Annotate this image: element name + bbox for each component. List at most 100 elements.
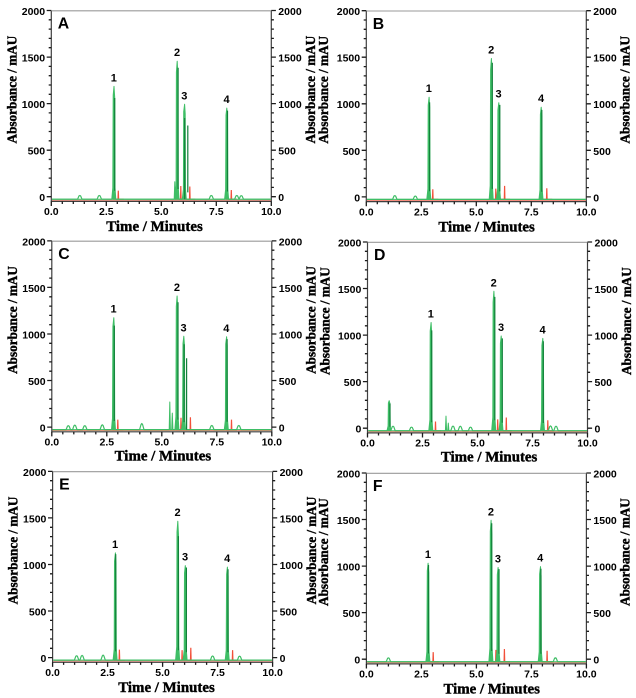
svg-text:3: 3 bbox=[181, 322, 187, 334]
svg-text:2: 2 bbox=[175, 507, 181, 519]
svg-text:1000: 1000 bbox=[593, 562, 617, 574]
svg-text:1000: 1000 bbox=[279, 329, 303, 341]
svg-text:500: 500 bbox=[279, 376, 297, 388]
svg-text:4: 4 bbox=[538, 93, 545, 105]
svg-text:Absorbance / mAU: Absorbance / mAU bbox=[618, 498, 633, 606]
svg-text:500: 500 bbox=[278, 146, 296, 158]
svg-text:2.5: 2.5 bbox=[415, 438, 430, 450]
svg-text:0: 0 bbox=[279, 423, 285, 435]
svg-text:0.0: 0.0 bbox=[360, 438, 375, 450]
svg-text:5.0: 5.0 bbox=[154, 437, 169, 449]
svg-text:1500: 1500 bbox=[22, 53, 46, 65]
svg-text:4: 4 bbox=[224, 553, 231, 565]
svg-text:Time / Minutes: Time / Minutes bbox=[115, 448, 212, 464]
svg-text:Absorbance / mAU: Absorbance / mAU bbox=[303, 266, 318, 374]
svg-text:500: 500 bbox=[28, 146, 46, 158]
svg-text:3: 3 bbox=[182, 552, 188, 564]
svg-text:7.5: 7.5 bbox=[524, 206, 539, 218]
svg-text:1000: 1000 bbox=[22, 99, 46, 111]
svg-text:Absorbance / mAU: Absorbance / mAU bbox=[303, 35, 318, 143]
svg-text:2: 2 bbox=[174, 282, 180, 294]
svg-text:2000: 2000 bbox=[278, 6, 302, 18]
svg-text:2.5: 2.5 bbox=[414, 669, 429, 681]
svg-text:10.0: 10.0 bbox=[577, 438, 598, 450]
svg-text:1500: 1500 bbox=[279, 283, 303, 295]
svg-text:C: C bbox=[58, 246, 69, 263]
svg-text:10.0: 10.0 bbox=[262, 667, 283, 679]
svg-text:5.0: 5.0 bbox=[470, 438, 485, 450]
svg-text:2000: 2000 bbox=[279, 236, 303, 248]
svg-text:3: 3 bbox=[498, 322, 504, 334]
svg-text:2: 2 bbox=[491, 277, 497, 289]
svg-text:2000: 2000 bbox=[23, 467, 47, 479]
svg-text:500: 500 bbox=[595, 377, 613, 389]
svg-text:0: 0 bbox=[355, 424, 361, 436]
svg-text:0: 0 bbox=[280, 653, 286, 665]
svg-text:0: 0 bbox=[595, 424, 601, 436]
svg-text:0.0: 0.0 bbox=[45, 667, 60, 679]
svg-text:5.0: 5.0 bbox=[154, 206, 169, 218]
svg-text:1500: 1500 bbox=[338, 284, 362, 296]
svg-text:2000: 2000 bbox=[280, 467, 304, 479]
svg-text:D: D bbox=[374, 247, 385, 264]
svg-text:10.0: 10.0 bbox=[262, 437, 283, 449]
svg-text:2.5: 2.5 bbox=[99, 437, 114, 449]
svg-text:500: 500 bbox=[343, 608, 361, 620]
svg-text:0: 0 bbox=[593, 655, 599, 667]
svg-text:1500: 1500 bbox=[595, 284, 619, 296]
svg-text:1000: 1000 bbox=[280, 560, 304, 572]
svg-text:7.5: 7.5 bbox=[525, 438, 540, 450]
svg-text:Absorbance / mAU: Absorbance / mAU bbox=[316, 498, 331, 606]
svg-text:1500: 1500 bbox=[22, 283, 46, 295]
svg-text:1500: 1500 bbox=[278, 53, 302, 65]
svg-text:2000: 2000 bbox=[593, 468, 617, 480]
svg-text:Absorbance / mAU: Absorbance / mAU bbox=[6, 496, 21, 604]
svg-text:0: 0 bbox=[593, 192, 599, 204]
svg-text:1000: 1000 bbox=[337, 99, 361, 111]
svg-text:0.0: 0.0 bbox=[359, 206, 374, 218]
svg-text:Time / Minutes: Time / Minutes bbox=[443, 682, 540, 698]
svg-text:2.5: 2.5 bbox=[100, 667, 115, 679]
svg-text:4: 4 bbox=[539, 324, 546, 336]
svg-text:2000: 2000 bbox=[22, 6, 46, 18]
svg-text:5.0: 5.0 bbox=[469, 206, 484, 218]
svg-text:Time / Minutes: Time / Minutes bbox=[441, 450, 538, 466]
svg-text:7.5: 7.5 bbox=[524, 669, 539, 681]
svg-text:4: 4 bbox=[223, 323, 230, 335]
svg-text:500: 500 bbox=[280, 606, 298, 618]
svg-text:500: 500 bbox=[344, 377, 362, 389]
svg-text:Absorbance / mAU: Absorbance / mAU bbox=[317, 267, 332, 375]
svg-text:3: 3 bbox=[495, 89, 501, 101]
svg-text:1000: 1000 bbox=[595, 331, 619, 343]
svg-text:Time / Minutes: Time / Minutes bbox=[118, 680, 215, 696]
svg-text:Absorbance / mAU: Absorbance / mAU bbox=[316, 35, 331, 143]
svg-text:E: E bbox=[59, 477, 70, 494]
svg-text:500: 500 bbox=[593, 608, 611, 620]
svg-text:1000: 1000 bbox=[22, 329, 46, 341]
svg-text:10.0: 10.0 bbox=[576, 206, 597, 218]
svg-text:1000: 1000 bbox=[593, 99, 617, 111]
svg-text:2000: 2000 bbox=[22, 236, 46, 248]
svg-text:5.0: 5.0 bbox=[155, 667, 170, 679]
svg-text:1500: 1500 bbox=[23, 513, 47, 525]
svg-text:0.0: 0.0 bbox=[44, 206, 59, 218]
svg-text:2: 2 bbox=[488, 506, 494, 518]
svg-text:Absorbance / mAU: Absorbance / mAU bbox=[618, 35, 633, 143]
svg-text:1500: 1500 bbox=[337, 515, 361, 527]
svg-text:0: 0 bbox=[39, 192, 45, 204]
svg-text:7.5: 7.5 bbox=[210, 667, 225, 679]
svg-text:0: 0 bbox=[40, 423, 46, 435]
svg-text:0: 0 bbox=[41, 653, 47, 665]
svg-text:7.5: 7.5 bbox=[209, 437, 224, 449]
svg-text:2000: 2000 bbox=[338, 237, 362, 249]
svg-text:3: 3 bbox=[181, 90, 187, 102]
svg-text:2.5: 2.5 bbox=[99, 206, 114, 218]
svg-text:0.0: 0.0 bbox=[359, 669, 374, 681]
svg-text:10.0: 10.0 bbox=[576, 669, 597, 681]
svg-text:Absorbance / mAU: Absorbance / mAU bbox=[5, 266, 20, 374]
svg-text:7.5: 7.5 bbox=[209, 206, 224, 218]
svg-text:500: 500 bbox=[343, 146, 361, 158]
svg-text:1000: 1000 bbox=[338, 331, 362, 343]
svg-text:0: 0 bbox=[354, 655, 360, 667]
svg-text:A: A bbox=[58, 16, 69, 33]
